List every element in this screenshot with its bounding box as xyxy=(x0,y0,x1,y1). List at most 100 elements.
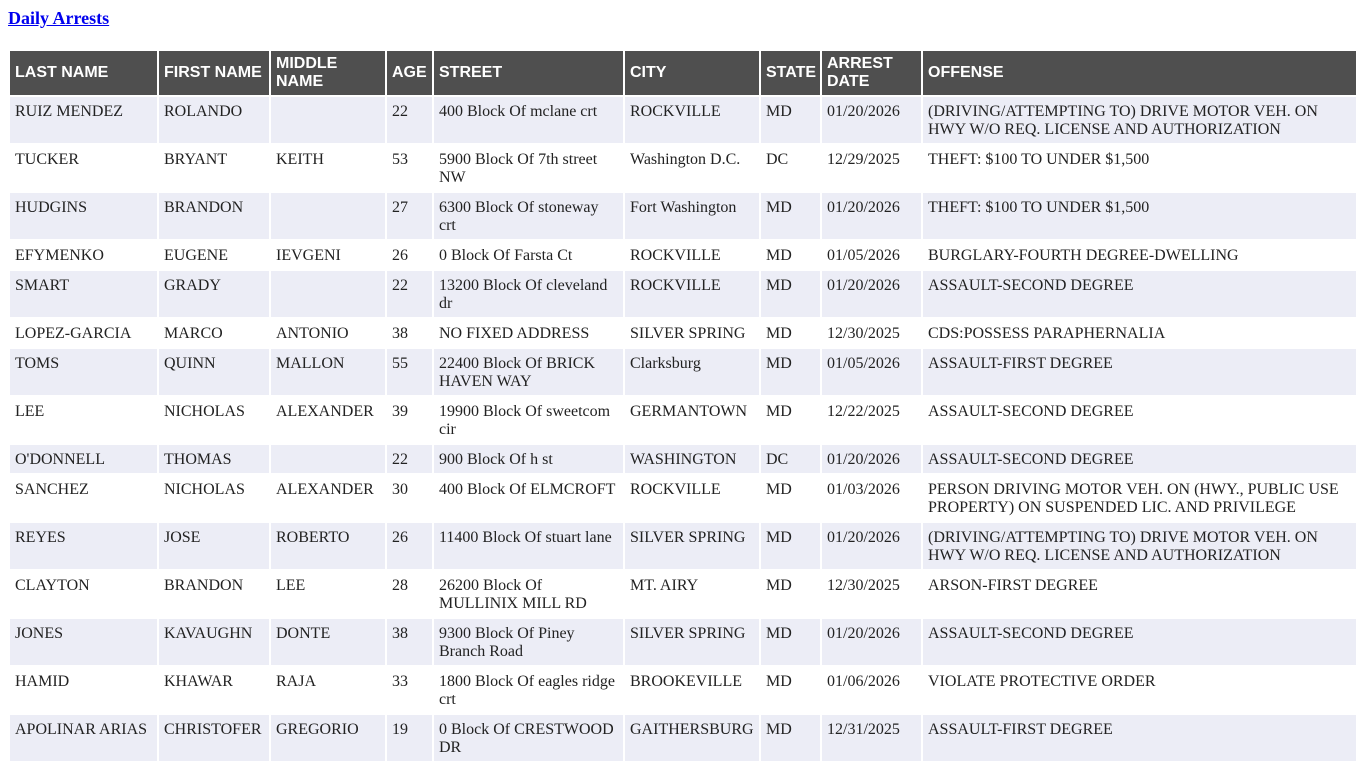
cell-arrest-date: 01/20/2026 xyxy=(822,619,921,665)
cell-street: 0 Block Of CRESTWOOD DR xyxy=(434,715,623,761)
cell-arrest-date: 12/29/2025 xyxy=(822,145,921,191)
cell-middle-name: ROBERTO xyxy=(271,523,385,569)
cell-offense: PERSON DRIVING MOTOR VEH. ON (HWY., PUBL… xyxy=(923,475,1356,521)
cell-age: 53 xyxy=(387,145,432,191)
column-header-middle-name: MIDDLE NAME xyxy=(271,51,385,95)
cell-middle-name xyxy=(271,193,385,239)
cell-offense: CDS:POSSESS PARAPHERNALIA xyxy=(923,319,1356,347)
cell-middle-name: LEE xyxy=(271,571,385,617)
cell-age: 30 xyxy=(387,475,432,521)
cell-last-name: O'DONNELL xyxy=(10,445,157,473)
cell-age: 27 xyxy=(387,193,432,239)
cell-last-name: RUIZ MENDEZ xyxy=(10,97,157,143)
cell-age: 33 xyxy=(387,667,432,713)
cell-offense: ASSAULT-SECOND DEGREE xyxy=(923,397,1356,443)
cell-arrest-date: 01/20/2026 xyxy=(822,445,921,473)
cell-offense: ASSAULT-SECOND DEGREE xyxy=(923,619,1356,665)
cell-last-name: TOMS xyxy=(10,349,157,395)
cell-arrest-date: 01/03/2026 xyxy=(822,475,921,521)
arrests-table: LAST NAME FIRST NAME MIDDLE NAME AGE STR… xyxy=(8,49,1358,763)
cell-city: ROCKVILLE xyxy=(625,97,759,143)
cell-city: ROCKVILLE xyxy=(625,475,759,521)
cell-first-name: EUGENE xyxy=(159,241,269,269)
table-row: SANCHEZ NICHOLAS ALEXANDER 30 400 Block … xyxy=(10,475,1356,521)
cell-state: MD xyxy=(761,619,820,665)
daily-arrests-link[interactable]: Daily Arrests xyxy=(8,8,110,28)
cell-arrest-date: 12/30/2025 xyxy=(822,319,921,347)
cell-last-name: HUDGINS xyxy=(10,193,157,239)
cell-city: SILVER SPRING xyxy=(625,619,759,665)
cell-first-name: THOMAS xyxy=(159,445,269,473)
cell-offense: THEFT: $100 TO UNDER $1,500 xyxy=(923,145,1356,191)
cell-age: 22 xyxy=(387,271,432,317)
cell-arrest-date: 01/06/2026 xyxy=(822,667,921,713)
cell-street: 9300 Block Of Piney Branch Road xyxy=(434,619,623,665)
cell-offense: ASSAULT-SECOND DEGREE xyxy=(923,271,1356,317)
cell-state: MD xyxy=(761,715,820,761)
cell-offense: (DRIVING/ATTEMPTING TO) DRIVE MOTOR VEH.… xyxy=(923,523,1356,569)
cell-state: DC xyxy=(761,445,820,473)
cell-city: SILVER SPRING xyxy=(625,319,759,347)
table-row: TUCKER BRYANT KEITH 53 5900 Block Of 7th… xyxy=(10,145,1356,191)
cell-age: 55 xyxy=(387,349,432,395)
cell-middle-name: KEITH xyxy=(271,145,385,191)
cell-last-name: TUCKER xyxy=(10,145,157,191)
cell-offense: (DRIVING/ATTEMPTING TO) DRIVE MOTOR VEH.… xyxy=(923,97,1356,143)
cell-city: ROCKVILLE xyxy=(625,271,759,317)
cell-age: 28 xyxy=(387,571,432,617)
column-header-city: CITY xyxy=(625,51,759,95)
cell-last-name: SMART xyxy=(10,271,157,317)
cell-street: 1800 Block Of eagles ridge crt xyxy=(434,667,623,713)
table-row: TOMS QUINN MALLON 55 22400 Block Of BRIC… xyxy=(10,349,1356,395)
cell-middle-name: ALEXANDER xyxy=(271,397,385,443)
cell-arrest-date: 01/05/2026 xyxy=(822,349,921,395)
table-row: LEE NICHOLAS ALEXANDER 39 19900 Block Of… xyxy=(10,397,1356,443)
cell-offense: VIOLATE PROTECTIVE ORDER xyxy=(923,667,1356,713)
cell-city: BROOKEVILLE xyxy=(625,667,759,713)
column-header-street: STREET xyxy=(434,51,623,95)
cell-city: Fort Washington xyxy=(625,193,759,239)
cell-street: 11400 Block Of stuart lane xyxy=(434,523,623,569)
cell-city: SILVER SPRING xyxy=(625,523,759,569)
cell-arrest-date: 01/20/2026 xyxy=(822,97,921,143)
table-row: O'DONNELL THOMAS 22 900 Block Of h st WA… xyxy=(10,445,1356,473)
cell-arrest-date: 01/20/2026 xyxy=(822,193,921,239)
cell-first-name: KAVAUGHN xyxy=(159,619,269,665)
cell-middle-name: MALLON xyxy=(271,349,385,395)
cell-last-name: LEE xyxy=(10,397,157,443)
cell-age: 19 xyxy=(387,715,432,761)
cell-age: 38 xyxy=(387,619,432,665)
cell-middle-name: ANTONIO xyxy=(271,319,385,347)
cell-age: 22 xyxy=(387,97,432,143)
cell-city: GERMANTOWN xyxy=(625,397,759,443)
cell-street: 400 Block Of ELMCROFT xyxy=(434,475,623,521)
cell-offense: ARSON-FIRST DEGREE xyxy=(923,571,1356,617)
table-row: CLAYTON BRANDON LEE 28 26200 Block Of MU… xyxy=(10,571,1356,617)
table-row: EFYMENKO EUGENE IEVGENI 26 0 Block Of Fa… xyxy=(10,241,1356,269)
cell-state: MD xyxy=(761,475,820,521)
cell-arrest-date: 12/30/2025 xyxy=(822,571,921,617)
cell-middle-name: RAJA xyxy=(271,667,385,713)
cell-age: 26 xyxy=(387,523,432,569)
cell-middle-name xyxy=(271,445,385,473)
cell-state: MD xyxy=(761,523,820,569)
cell-first-name: JOSE xyxy=(159,523,269,569)
cell-street: 22400 Block Of BRICK HAVEN WAY xyxy=(434,349,623,395)
cell-offense: BURGLARY-FOURTH DEGREE-DWELLING xyxy=(923,241,1356,269)
column-header-last-name: LAST NAME xyxy=(10,51,157,95)
cell-offense: ASSAULT-FIRST DEGREE xyxy=(923,715,1356,761)
cell-last-name: LOPEZ-GARCIA xyxy=(10,319,157,347)
cell-middle-name: GREGORIO xyxy=(271,715,385,761)
column-header-offense: OFFENSE xyxy=(923,51,1356,95)
cell-state: MD xyxy=(761,271,820,317)
cell-first-name: BRANDON xyxy=(159,571,269,617)
cell-middle-name xyxy=(271,97,385,143)
cell-last-name: APOLINAR ARIAS xyxy=(10,715,157,761)
cell-middle-name: ALEXANDER xyxy=(271,475,385,521)
table-row: RUIZ MENDEZ ROLANDO 22 400 Block Of mcla… xyxy=(10,97,1356,143)
cell-age: 22 xyxy=(387,445,432,473)
cell-state: MD xyxy=(761,193,820,239)
cell-first-name: CHRISTOFER xyxy=(159,715,269,761)
cell-street: 400 Block Of mclane crt xyxy=(434,97,623,143)
cell-last-name: SANCHEZ xyxy=(10,475,157,521)
